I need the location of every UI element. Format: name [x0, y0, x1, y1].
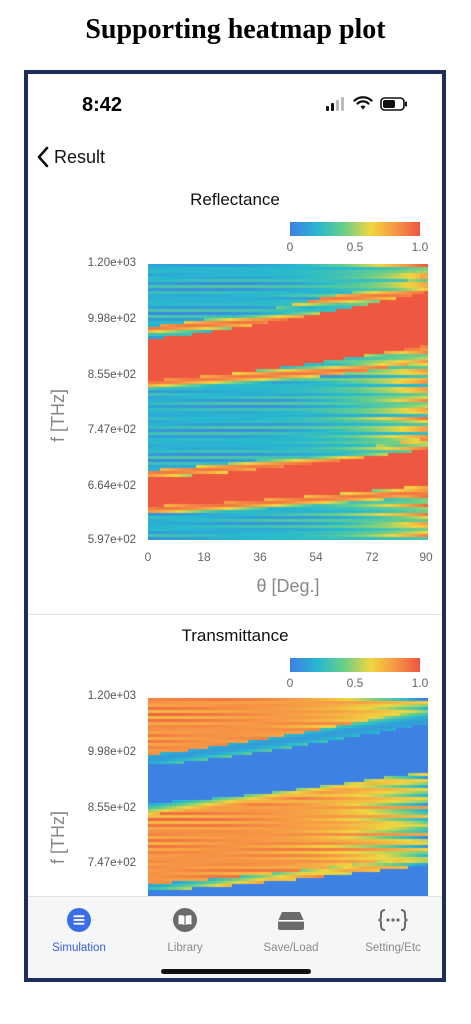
- y-tick-label: 9.98e+02: [87, 313, 136, 325]
- reflectance-title: Reflectance: [190, 190, 280, 209]
- book-icon: [173, 908, 197, 932]
- tab-setting-etc[interactable]: Setting/Etc: [348, 907, 438, 954]
- x-tick-label: 0: [144, 550, 152, 564]
- panel-divider: [28, 614, 442, 615]
- home-indicator: [161, 969, 311, 974]
- x-tick-label: 18: [197, 550, 211, 564]
- colorbar-tick: 1.0: [411, 240, 429, 254]
- colorbar-tick: 0: [286, 676, 294, 690]
- status-icons: [326, 96, 408, 111]
- y-tick-label: 1.20e+03: [87, 690, 136, 702]
- back-label: Result: [54, 146, 106, 167]
- colorbar-tick: 0.5: [346, 240, 364, 254]
- x-tick-label: 36: [253, 550, 267, 564]
- y-tick-label: 1.20e+03: [87, 257, 136, 269]
- status-time: 8:42: [82, 94, 123, 116]
- y-tick-label: 7.47e+02: [87, 857, 136, 869]
- reflectance-heatmap: [148, 264, 428, 540]
- y-tick-label: 8.55e+02: [87, 369, 136, 381]
- wifi-icon: [353, 96, 373, 110]
- colorbar-tick: 0: [286, 240, 294, 254]
- x-tick-label: 54: [309, 550, 323, 564]
- tab-label: Library: [167, 942, 203, 954]
- braces-icon: [378, 909, 408, 931]
- back-button[interactable]: Result: [36, 146, 105, 168]
- y-tick-label: 5.97e+02: [87, 534, 136, 546]
- signal-icon: [326, 96, 344, 111]
- x-tick-label: 72: [365, 550, 379, 564]
- transmittance-colorbar: [290, 658, 420, 672]
- x-tick-label: 90: [419, 550, 433, 564]
- tab-label: Setting/Etc: [365, 942, 421, 954]
- colorbar-tick: 0.5: [346, 676, 364, 690]
- x-axis-title: θ [Deg.]: [256, 576, 320, 596]
- y-axis-title: f [THz]: [48, 811, 68, 864]
- phone-screen: 8:42 Result Reflectance 0 0.5 1.0 1.20e+…: [24, 70, 446, 982]
- tab-save-load[interactable]: Save/Load: [246, 907, 336, 954]
- y-tick-label: 6.64e+02: [87, 480, 136, 492]
- reflectance-colorbar: [290, 222, 420, 236]
- battery-icon: [380, 96, 407, 111]
- tab-label: Save/Load: [263, 942, 319, 954]
- list-icon: [67, 908, 91, 932]
- y-axis-title: f [THz]: [48, 389, 68, 442]
- y-tick-label: 8.55e+02: [87, 802, 136, 814]
- figure-caption: Supporting heatmap plot: [85, 14, 386, 45]
- chevron-left-icon: [37, 146, 49, 168]
- tab-label: Simulation: [52, 942, 106, 954]
- y-tick-label: 9.98e+02: [87, 746, 136, 758]
- tab-library[interactable]: Library: [140, 907, 230, 954]
- transmittance-title: Transmittance: [181, 626, 289, 645]
- transmittance-heatmap: [148, 698, 428, 904]
- colorbar-tick: 1.0: [411, 676, 429, 690]
- drive-icon: [278, 912, 304, 930]
- tab-bar: Simulation Library Save/Load: [28, 896, 442, 978]
- y-tick-label: 7.47e+02: [87, 424, 136, 436]
- tab-simulation[interactable]: Simulation: [34, 907, 124, 954]
